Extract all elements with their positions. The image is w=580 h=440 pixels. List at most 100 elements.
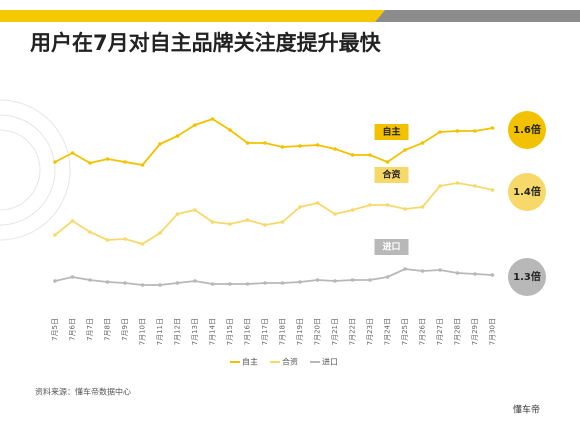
point xyxy=(490,188,495,192)
point xyxy=(105,280,110,284)
point xyxy=(385,160,390,164)
source: 资料来源：懂车帝数据中心 xyxy=(35,387,131,397)
point xyxy=(298,205,302,209)
point xyxy=(175,134,180,138)
point xyxy=(158,142,162,146)
point xyxy=(473,272,477,276)
series-callout xyxy=(374,124,409,140)
point xyxy=(350,208,355,212)
x-tick-label: 7月20日 xyxy=(314,318,322,345)
point xyxy=(420,141,425,145)
series-callout-label: 进口 xyxy=(382,241,400,253)
point xyxy=(350,278,355,282)
x-tick-label: 7月13日 xyxy=(191,318,199,345)
x-tick-label: 7月8日 xyxy=(104,318,112,341)
point xyxy=(473,184,477,188)
point xyxy=(245,218,250,222)
series-line xyxy=(54,268,493,286)
point xyxy=(245,141,250,145)
end-badge xyxy=(508,111,546,149)
end-label: 1.4倍 xyxy=(513,185,541,198)
top-bar-gray xyxy=(375,10,580,22)
point xyxy=(490,126,495,130)
point xyxy=(333,279,337,283)
end-label: 1.3倍 xyxy=(513,270,541,283)
point xyxy=(280,281,285,285)
x-tick-label: 7月29日 xyxy=(471,318,479,345)
x-tick-label: 7月9日 xyxy=(121,318,129,341)
point xyxy=(140,242,145,246)
point xyxy=(263,281,267,285)
point xyxy=(420,205,425,209)
series-callout-label: 合资 xyxy=(382,169,400,181)
x-tick-label: 7月22日 xyxy=(349,318,357,345)
point xyxy=(315,143,320,147)
point xyxy=(403,267,407,271)
point xyxy=(228,282,232,286)
point xyxy=(455,271,460,275)
x-tick-label: 7月27日 xyxy=(436,318,444,345)
point xyxy=(368,203,372,207)
series-line xyxy=(54,182,493,245)
point xyxy=(193,208,197,212)
x-tick-label: 7月26日 xyxy=(419,318,427,345)
point xyxy=(438,184,442,188)
point xyxy=(123,281,127,285)
x-tick-label: 7月28日 xyxy=(454,318,462,345)
x-tick-label: 7月11日 xyxy=(156,318,164,345)
legend-label: 自主 xyxy=(242,357,258,367)
decoration xyxy=(0,99,71,241)
x-tick-label: 7月21日 xyxy=(331,318,339,345)
point xyxy=(280,145,285,149)
point xyxy=(53,233,57,237)
point xyxy=(70,151,75,155)
point xyxy=(88,230,92,234)
x-tick-label: 7月17日 xyxy=(261,318,269,345)
x-tick-label: 7月30日 xyxy=(489,318,497,345)
point xyxy=(403,207,407,211)
point xyxy=(105,157,110,161)
point xyxy=(455,181,460,185)
x-tick-label: 7月16日 xyxy=(244,318,252,345)
chart-title: 用户在7月对自主品牌关注度提升最快 xyxy=(30,31,382,55)
point xyxy=(228,222,232,226)
point xyxy=(263,141,267,145)
x-tick-label: 7月15日 xyxy=(226,318,234,345)
point xyxy=(385,203,390,207)
point xyxy=(140,163,145,167)
point xyxy=(333,147,337,151)
point xyxy=(158,231,162,235)
x-tick-label: 7月14日 xyxy=(209,318,217,345)
series-callout xyxy=(374,167,409,183)
point xyxy=(193,279,197,283)
point xyxy=(263,223,267,227)
x-tick-label: 7月25日 xyxy=(401,318,409,345)
point xyxy=(403,148,407,152)
series-callout xyxy=(374,239,409,255)
point xyxy=(123,160,127,164)
point xyxy=(315,278,320,282)
point xyxy=(193,123,197,127)
point xyxy=(53,279,57,283)
point xyxy=(210,220,215,224)
x-tick-label: 7月7日 xyxy=(86,318,94,341)
point xyxy=(298,280,302,284)
brand: 懂车帝 xyxy=(513,404,540,416)
x-tick-label: 7月10日 xyxy=(139,318,147,345)
x-tick-label: 7月19日 xyxy=(296,318,304,345)
legend-label: 进口 xyxy=(322,358,338,367)
point xyxy=(350,153,355,157)
end-badge xyxy=(508,173,546,211)
x-tick-label: 7月12日 xyxy=(174,318,182,345)
x-tick-label: 7月5日 xyxy=(51,318,59,341)
point xyxy=(105,238,110,242)
x-tick-label: 7月6日 xyxy=(69,318,77,341)
point xyxy=(368,153,372,157)
point xyxy=(280,220,285,224)
point xyxy=(210,282,215,286)
point xyxy=(315,201,320,205)
point xyxy=(140,283,145,287)
point xyxy=(473,129,477,133)
point xyxy=(490,273,495,277)
point xyxy=(438,130,442,134)
